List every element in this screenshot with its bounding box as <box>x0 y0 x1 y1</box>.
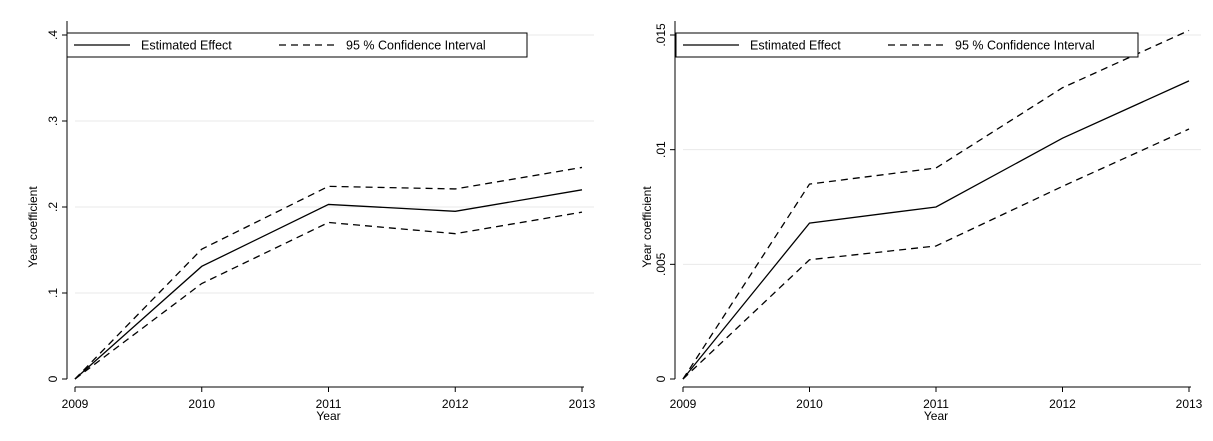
x-tick-label: 2012 <box>1049 397 1076 411</box>
x-tick-label: 2009 <box>670 397 697 411</box>
estimated-effect-line <box>682 80 1190 380</box>
y-tick-label: .2 <box>46 202 60 212</box>
x-tick-label: 2012 <box>442 397 469 411</box>
y-tick-label: .3 <box>46 116 60 126</box>
y-tick-label: 0 <box>654 375 668 382</box>
y-tick-label: .015 <box>654 23 668 47</box>
x-axis-title: Year <box>316 409 340 423</box>
legend-label: 95 % Confidence Interval <box>955 39 1095 53</box>
line-chart-left: 0 .1 .2 .3 .4 2009 2010 2011 2012 2013 Year Year co… <box>26 21 596 423</box>
x-axis-title: Year <box>924 409 948 423</box>
y-axis-title: Year coefficient <box>26 186 40 268</box>
line-chart-right: 0 .005 .01 .015 2009 2010 2011 2012 2013 Year Year… <box>640 21 1203 423</box>
x-tick-label: 2010 <box>188 397 215 411</box>
legend-label: Estimated Effect <box>750 39 841 53</box>
legend-box <box>66 32 528 58</box>
y-axis-title: Year coefficient <box>640 186 654 268</box>
legend-label: 95 % Confidence Interval <box>346 39 486 53</box>
y-tick-label: .1 <box>46 288 60 298</box>
x-tick-label: 2011 <box>923 397 949 411</box>
y-tick-label: .01 <box>654 141 668 158</box>
y-tick-label: .005 <box>654 252 668 276</box>
estimated-effect-line <box>74 189 583 380</box>
x-tick-label: 2011 <box>316 397 342 411</box>
ci-lower-line <box>74 211 583 380</box>
y-tick-label: .4 <box>46 30 60 40</box>
ci-lower-line <box>682 128 1190 380</box>
y-tick-label: 0 <box>46 375 60 382</box>
x-tick-label: 2013 <box>569 397 596 411</box>
x-tick-label: 2009 <box>62 397 89 411</box>
legend-label: Estimated Effect <box>141 39 232 53</box>
chart-panel-left: 0 .1 .2 .3 .4 2009 2010 2011 2012 2013 Year Year co… <box>0 0 606 441</box>
x-tick-label: 2013 <box>1176 397 1203 411</box>
x-tick-label: 2010 <box>796 397 823 411</box>
chart-panel-right: 0 .005 .01 .015 2009 2010 2011 2012 2013 Year Year… <box>607 0 1213 441</box>
ci-upper-line <box>74 166 583 380</box>
ci-upper-line <box>682 29 1190 380</box>
